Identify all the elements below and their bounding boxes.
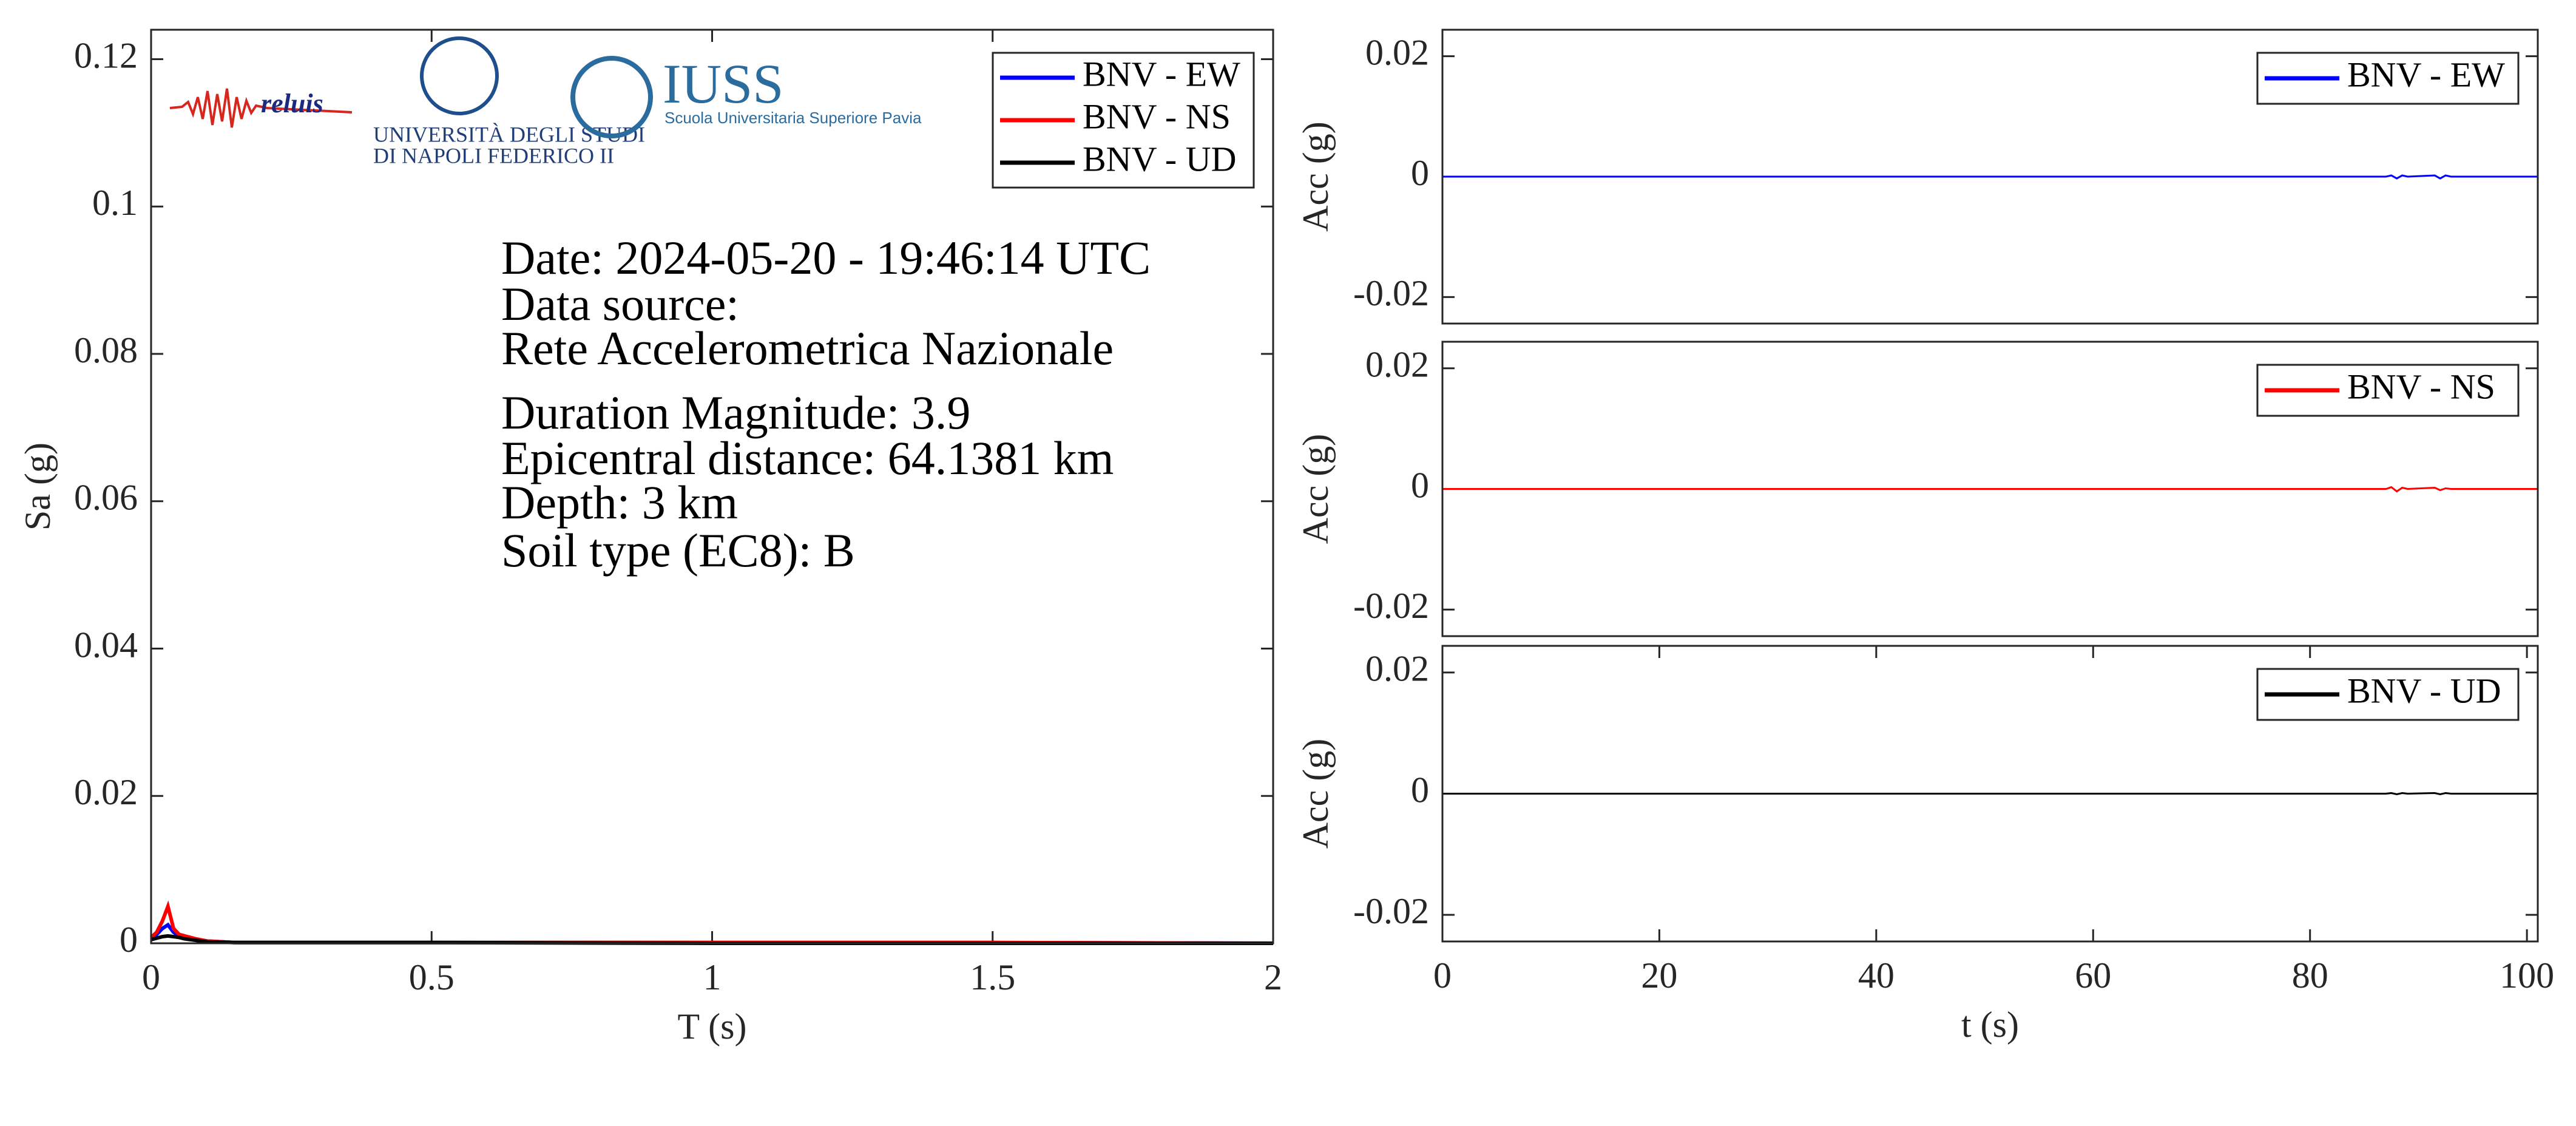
y-tick-label: 0.02	[74, 772, 138, 812]
y-tick-label: 0.12	[74, 35, 138, 75]
y-tick-label: 0	[1411, 153, 1429, 193]
logo-text: DI NAPOLI FEDERICO II	[373, 143, 614, 168]
x-tick-label: 80	[2292, 955, 2328, 995]
x-axis-label: t (s)	[1961, 1005, 2019, 1045]
y-tick-label: 0.06	[74, 478, 138, 518]
logo-text: reluis	[261, 89, 323, 118]
y-axis-label: Acc (g)	[1296, 739, 1336, 849]
annotation: Epicentral distance: 64.1381 km	[501, 432, 1114, 484]
x-tick-label: 0	[142, 957, 160, 997]
y-tick-label: 0.02	[1365, 344, 1429, 384]
legend-label: BNV - NS	[1083, 97, 1231, 136]
series-line	[1442, 792, 2538, 796]
legend-label: BNV - EW	[1083, 54, 1240, 93]
axes-frame	[1441, 341, 2539, 637]
y-tick-label: -0.02	[1353, 586, 1429, 626]
annotation: Date: 2024-05-20 - 19:46:14 UTC	[501, 231, 1151, 284]
legend-label: BNV - NS	[2347, 367, 2495, 406]
x-tick-label: 2	[1264, 957, 1282, 997]
y-axis-label: Sa (g)	[18, 443, 58, 531]
legend-label: BNV - UD	[1083, 139, 1237, 178]
x-tick-label: 0.5	[409, 957, 455, 997]
x-tick-label: 60	[2075, 955, 2111, 995]
x-tick-label: 100	[2500, 955, 2554, 995]
logo-seal	[570, 56, 653, 138]
annotation: Duration Magnitude: 3.9	[501, 386, 970, 439]
y-tick-label: 0	[120, 920, 138, 960]
x-tick-label: 1	[703, 957, 722, 997]
y-tick-label: 0.02	[1365, 649, 1429, 689]
y-tick-label: 0.04	[74, 625, 138, 665]
y-axis-label: Acc (g)	[1296, 434, 1336, 544]
annotation: Depth: 3 km	[501, 476, 738, 529]
annotation: Soil type (EC8): B	[501, 524, 855, 577]
y-tick-label: -0.02	[1353, 273, 1429, 313]
axes-frame	[1441, 645, 2539, 943]
y-tick-label: 0.1	[92, 183, 138, 223]
axes-frame	[150, 29, 1274, 945]
x-tick-label: 20	[1641, 955, 1677, 995]
y-tick-label: 0.02	[1365, 32, 1429, 72]
y-tick-label: 0	[1411, 465, 1429, 505]
x-tick-label: 40	[1858, 955, 1895, 995]
series-line	[1442, 174, 2538, 180]
y-tick-label: 0.08	[74, 330, 138, 370]
annotation: Data source:	[501, 277, 739, 330]
logo-text: Scuola Universitaria Superiore Pavia	[664, 109, 922, 127]
y-tick-label: 0	[1411, 770, 1429, 810]
series-line	[1442, 486, 2538, 493]
axes-frame	[1441, 29, 2539, 325]
logo-seal	[420, 36, 499, 115]
x-tick-label: 1.5	[970, 957, 1015, 997]
legend-label: BNV - UD	[2347, 671, 2501, 710]
x-tick-label: 0	[1433, 955, 1452, 995]
y-axis-label: Acc (g)	[1296, 121, 1336, 232]
logo-wave	[169, 88, 353, 128]
x-axis-label: T (s)	[678, 1006, 747, 1046]
y-tick-label: -0.02	[1353, 891, 1429, 931]
legend-label: BNV - EW	[2347, 55, 2505, 94]
annotation: Rete Accelerometrica Nazionale	[501, 322, 1114, 375]
logo-text: IUSS	[663, 53, 783, 115]
